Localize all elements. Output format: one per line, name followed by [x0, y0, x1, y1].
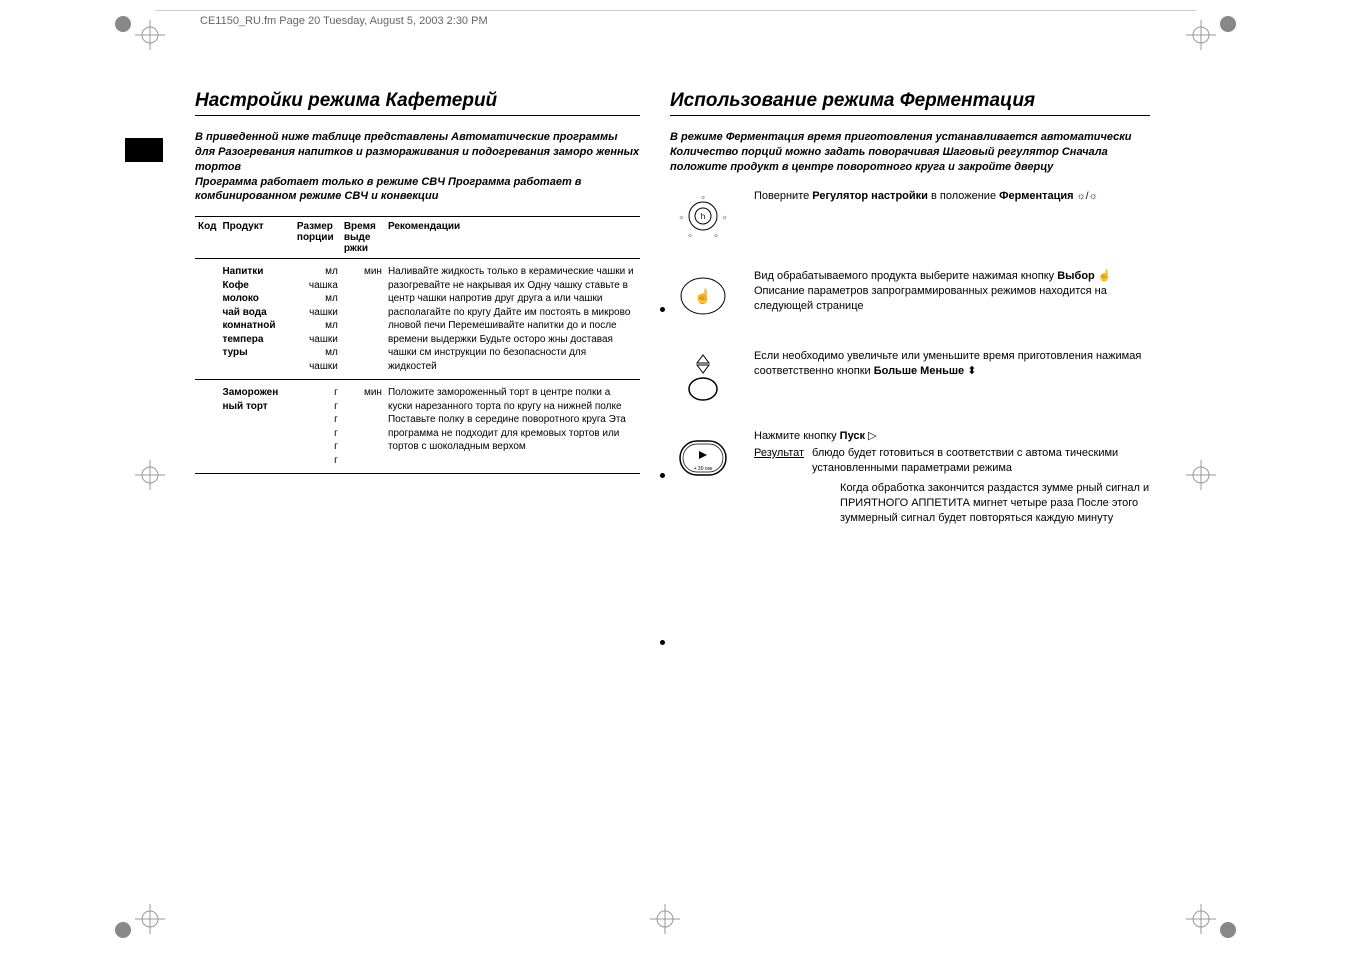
step-1-text: Поверните Регулятор настройки в положени… [754, 189, 1150, 204]
svg-text:☼: ☼ [713, 233, 719, 239]
svg-text:☼: ☼ [679, 215, 685, 221]
table-row: Напитки Кофе молоко чай вода комнатной т… [195, 259, 640, 380]
right-intro: В режиме Ферментация время приготовления… [670, 130, 1150, 175]
cell-time: мин [341, 259, 385, 380]
cell-size: мл чашка мл чашки мл чашки мл чашки [294, 259, 341, 380]
crop-mark-icon [135, 460, 165, 490]
th-rec: Рекомендации [385, 217, 640, 259]
left-title: Настройки режима Кафетерий [195, 90, 640, 116]
svg-text:☝: ☝ [694, 287, 711, 305]
bold: Больше Меньше [874, 365, 964, 377]
cell-product: Заморожен ный торт [219, 380, 293, 474]
result-sub: Когда обработка закончится раздастся зум… [840, 481, 1150, 527]
step-1: h ☼ ☼ ☼ ☼ ☼ Поверните Регулятор настройк… [670, 189, 1150, 243]
crop-mark-icon [650, 904, 680, 934]
crop-mark-icon [135, 20, 165, 50]
cafeteria-table: Код Продукт Размер порции Время выде ржк… [195, 216, 640, 474]
text: Поверните [754, 190, 812, 202]
dial-icon: h ☼ ☼ ☼ ☼ ☼ [670, 189, 736, 243]
step-3-text: Если необходимо увеличьте или уменьшите … [754, 349, 1150, 380]
crop-mark-icon [1186, 904, 1216, 934]
text: Вид обрабатываемого продукта выберите на… [754, 270, 1057, 282]
th-code: Код [195, 217, 219, 259]
select-button-icon: ☝ [670, 269, 736, 323]
text: в положение [928, 190, 999, 202]
bold: Регулятор настройки [812, 190, 928, 202]
step-4-text: Нажмите кнопку Пуск ▷ Результат блюдо бу… [754, 429, 1150, 527]
corner-dot [115, 16, 131, 32]
play-icon: ▷ [868, 430, 876, 442]
left-intro: В приведенной ниже таблице представлены … [195, 130, 640, 204]
svg-text:+ 30 сек: + 30 сек [694, 466, 714, 472]
crop-mark-icon [1186, 460, 1216, 490]
right-title: Использование режима Ферментация [670, 90, 1150, 116]
result-label: Результат [754, 446, 804, 527]
text: Описание параметров запрограммированных … [754, 285, 1107, 312]
page-info: CE1150_RU.fm Page 20 Tuesday, August 5, … [200, 15, 488, 27]
svg-text:h: h [701, 212, 705, 221]
start-button-icon: + 30 сек [670, 429, 736, 483]
svg-text:☼: ☼ [687, 233, 693, 239]
result-text: блюдо будет готовиться в соответствии с … [812, 447, 1118, 474]
step-4: + 30 сек Нажмите кнопку Пуск ▷ Результат… [670, 429, 1150, 527]
th-size: Размер порции [294, 217, 341, 259]
text: Нажмите кнопку [754, 430, 840, 442]
cell-rec: Наливайте жидкость только в керамические… [385, 259, 640, 380]
more-less-icon [670, 349, 736, 403]
steps-list: h ☼ ☼ ☼ ☼ ☼ Поверните Регулятор настройк… [670, 189, 1150, 527]
cell-rec: Положите замороженный торт в центре полк… [385, 380, 640, 474]
svg-text:☼: ☼ [722, 215, 728, 221]
bold: Выбор [1057, 270, 1095, 282]
arrows-icon: ⬍ [967, 365, 976, 377]
step-2: ☝ Вид обрабатываемого продукта выберите … [670, 269, 1150, 323]
svg-text:☼: ☼ [700, 195, 706, 201]
th-product: Продукт [219, 217, 293, 259]
cell-code [195, 259, 219, 380]
bullet [660, 640, 665, 645]
corner-dot [1220, 922, 1236, 938]
left-column: Настройки режима Кафетерий В приведенной… [195, 90, 640, 527]
step-2-text: Вид обрабатываемого продукта выберите на… [754, 269, 1150, 315]
page-border [155, 10, 1196, 11]
corner-dot [1220, 16, 1236, 32]
bold: Ферментация [999, 190, 1073, 202]
cell-product: Напитки Кофе молоко чай вода комнатной т… [219, 259, 293, 380]
fermentation-icon: ☼/☼ [1077, 191, 1098, 202]
bold: Пуск [840, 430, 865, 442]
th-time: Время выде ржки [341, 217, 385, 259]
crop-mark-icon [135, 904, 165, 934]
hand-icon: ☝ [1098, 270, 1112, 282]
step-3: Если необходимо увеличьте или уменьшите … [670, 349, 1150, 403]
right-column: Использование режима Ферментация В режим… [670, 90, 1150, 527]
cell-time: мин [341, 380, 385, 474]
cell-size: г г г г г г [294, 380, 341, 474]
corner-dot [115, 922, 131, 938]
table-row: Заморожен ный торт г г г г г г мин Полож… [195, 380, 640, 474]
crop-mark-icon [1186, 20, 1216, 50]
black-marker [125, 138, 163, 162]
cell-code [195, 380, 219, 474]
